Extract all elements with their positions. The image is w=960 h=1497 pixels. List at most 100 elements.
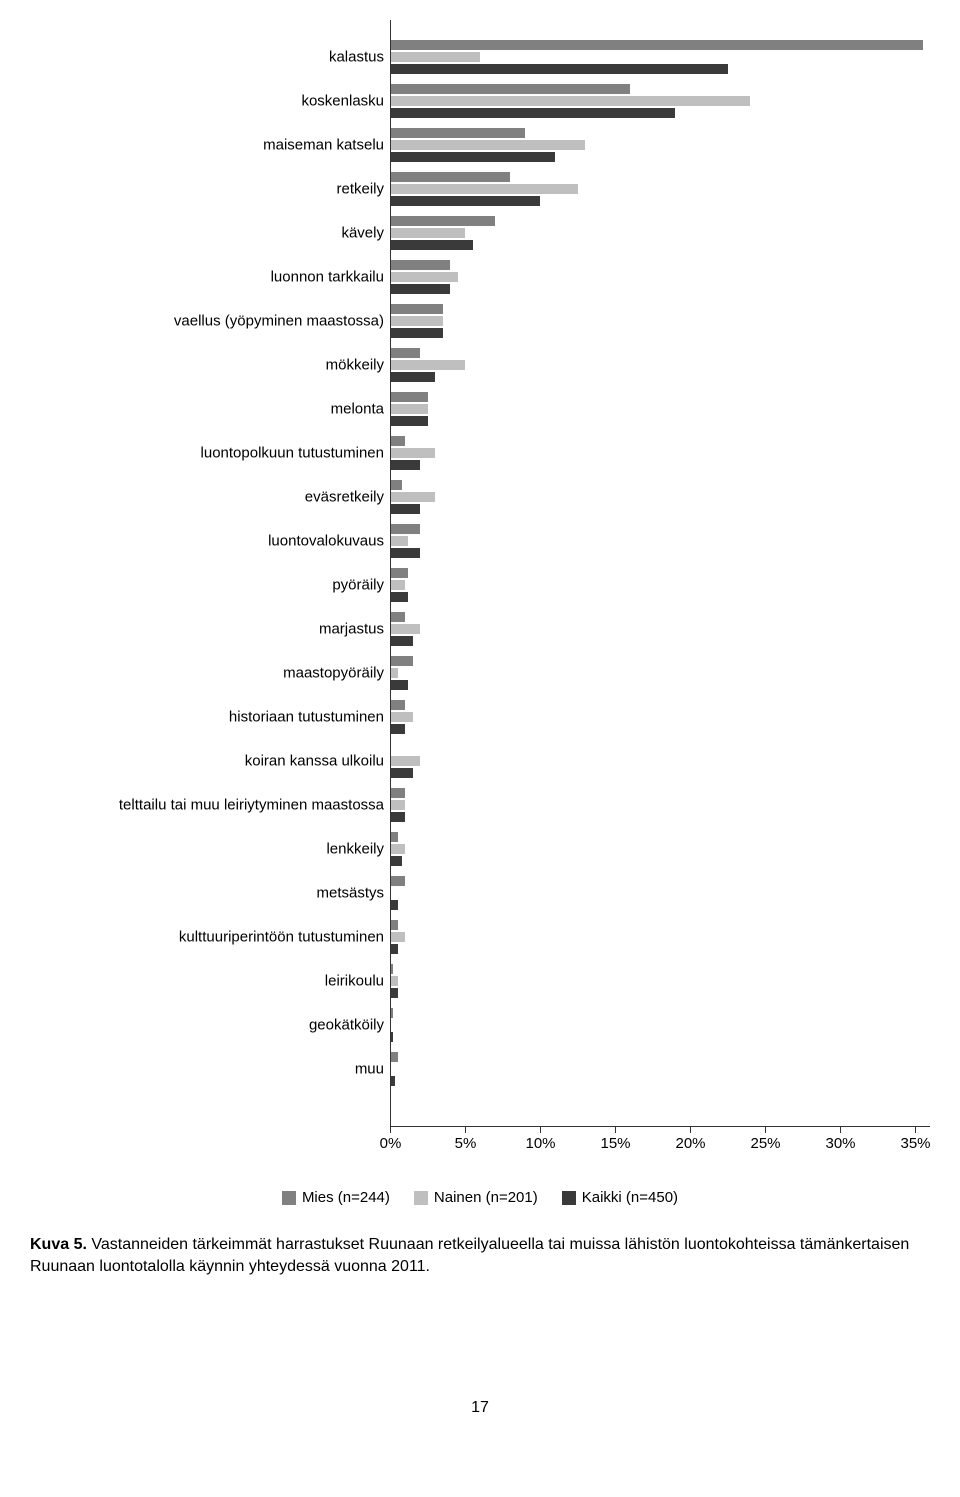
bar-kaikki xyxy=(390,856,402,866)
bar-mies xyxy=(390,656,413,666)
category-label: telttailu tai muu leiriytyminen maastoss… xyxy=(119,798,390,813)
category-label: luonnon tarkkailu xyxy=(271,270,390,285)
category-label: kalastus xyxy=(329,50,390,65)
x-tick-label: 30% xyxy=(825,1135,855,1152)
bar-nainen xyxy=(390,800,405,810)
x-tick-label: 25% xyxy=(750,1135,780,1152)
bar-mies xyxy=(390,612,405,622)
category-label: lenkkeily xyxy=(326,842,390,857)
bar-mies xyxy=(390,348,420,358)
legend-swatch xyxy=(414,1191,428,1205)
bar-kaikki xyxy=(390,900,398,910)
bar-nainen xyxy=(390,756,420,766)
y-axis xyxy=(390,20,391,1126)
x-tick: 35% xyxy=(915,1127,916,1133)
category-label: historiaan tutustuminen xyxy=(229,710,390,725)
bar-nainen xyxy=(390,52,480,62)
bar-nainen xyxy=(390,228,465,238)
bar-kaikki xyxy=(390,636,413,646)
x-tick: 5% xyxy=(465,1127,466,1133)
category-group: koiran kanssa ulkoilu xyxy=(390,744,930,778)
x-tick: 0% xyxy=(390,1127,391,1133)
bar-kaikki xyxy=(390,592,408,602)
bar-mies xyxy=(390,392,428,402)
category-label: marjastus xyxy=(319,622,390,637)
x-tick: 25% xyxy=(765,1127,766,1133)
bar-mies xyxy=(390,788,405,798)
bar-kaikki xyxy=(390,680,408,690)
category-group: kävely xyxy=(390,216,930,250)
bar-mies xyxy=(390,216,495,226)
category-group: eväsretkeily xyxy=(390,480,930,514)
category-group: melonta xyxy=(390,392,930,426)
bar-kaikki xyxy=(390,328,443,338)
legend-swatch xyxy=(282,1191,296,1205)
legend: Mies (n=244) Nainen (n=201) Kaikki (n=450) xyxy=(30,1189,930,1206)
category-label: geokätköily xyxy=(309,1018,390,1033)
bar-kaikki xyxy=(390,196,540,206)
category-group: mökkeily xyxy=(390,348,930,382)
x-tick-label: 10% xyxy=(525,1135,555,1152)
bar-mies xyxy=(390,876,405,886)
category-label: koskenlasku xyxy=(301,94,390,109)
bar-kaikki xyxy=(390,504,420,514)
bar-kaikki xyxy=(390,372,435,382)
bar-mies xyxy=(390,700,405,710)
bar-mies xyxy=(390,260,450,270)
bar-mies xyxy=(390,84,630,94)
bar-mies xyxy=(390,304,443,314)
category-group: maiseman katselu xyxy=(390,128,930,162)
category-label: melonta xyxy=(331,402,390,417)
bar-nainen xyxy=(390,932,405,942)
bar-mies xyxy=(390,832,398,842)
bar-nainen xyxy=(390,360,465,370)
category-group: telttailu tai muu leiriytyminen maastoss… xyxy=(390,788,930,822)
bar-mies xyxy=(390,40,923,50)
category-group: kulttuuriperintöön tutustuminen xyxy=(390,920,930,954)
bar-mies xyxy=(390,920,398,930)
chart-container: kalastus koskenlasku maiseman katselu retke… xyxy=(30,20,930,1206)
category-group: retkeily xyxy=(390,172,930,206)
category-group: marjastus xyxy=(390,612,930,646)
x-tick-label: 15% xyxy=(600,1135,630,1152)
bar-kaikki xyxy=(390,724,405,734)
bar-nainen xyxy=(390,976,398,986)
bar-nainen xyxy=(390,624,420,634)
bar-nainen xyxy=(390,184,578,194)
category-group: lenkkeily xyxy=(390,832,930,866)
bar-kaikki xyxy=(390,152,555,162)
x-tick-label: 35% xyxy=(900,1135,930,1152)
category-label: pyöräily xyxy=(332,578,390,593)
bar-mies xyxy=(390,480,402,490)
bar-kaikki xyxy=(390,988,398,998)
category-label: kulttuuriperintöön tutustuminen xyxy=(179,930,390,945)
category-label: leirikoulu xyxy=(325,974,390,989)
legend-item-kaikki: Kaikki (n=450) xyxy=(562,1189,678,1206)
bar-nainen xyxy=(390,712,413,722)
x-tick: 10% xyxy=(540,1127,541,1133)
legend-item-nainen: Nainen (n=201) xyxy=(414,1189,538,1206)
bar-nainen xyxy=(390,272,458,282)
bar-mies xyxy=(390,172,510,182)
bar-mies xyxy=(390,524,420,534)
category-group: leirikoulu xyxy=(390,964,930,998)
category-group: metsästys xyxy=(390,876,930,910)
bar-mies xyxy=(390,436,405,446)
category-group: kalastus xyxy=(390,40,930,74)
page-number: 17 xyxy=(30,1399,930,1417)
bar-kaikki xyxy=(390,548,420,558)
bar-kaikki xyxy=(390,768,413,778)
figure-caption-text: Vastanneiden tärkeimmät harrastukset Ruu… xyxy=(30,1236,909,1275)
category-group: historiaan tutustuminen xyxy=(390,700,930,734)
category-group: pyöräily xyxy=(390,568,930,602)
category-label: luontopolkuun tutustuminen xyxy=(201,446,390,461)
legend-label: Kaikki (n=450) xyxy=(582,1189,678,1206)
x-axis: 0%5%10%15%20%25%30%35% xyxy=(390,1126,930,1155)
bar-mies xyxy=(390,568,408,578)
legend-item-mies: Mies (n=244) xyxy=(282,1189,390,1206)
bar-nainen xyxy=(390,316,443,326)
category-label: retkeily xyxy=(336,182,390,197)
bar-kaikki xyxy=(390,64,728,74)
category-group: luontovalokuvaus xyxy=(390,524,930,558)
bar-nainen xyxy=(390,96,750,106)
